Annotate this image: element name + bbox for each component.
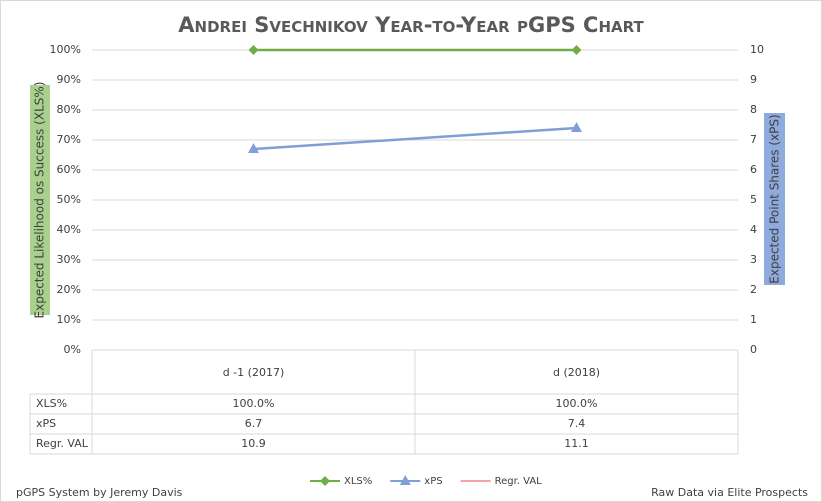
table-row-label: xPS: [36, 417, 56, 430]
y2-label-box: [764, 113, 785, 285]
plot-area: [248, 45, 582, 153]
y-tick-label: 30%: [57, 253, 81, 266]
legend-marker: [399, 475, 411, 485]
y2-axis-label: Expected Point Shares (xPS): [768, 114, 782, 283]
legend-marker: [320, 476, 330, 486]
table-cell: 10.9: [241, 437, 266, 450]
y2-tick-label: 10: [750, 43, 764, 56]
y-tick-label: 20%: [57, 283, 81, 296]
footer-right: Raw Data via Elite Prospects: [651, 486, 808, 499]
marker: [248, 143, 259, 153]
y2-tick-label: 4: [750, 223, 757, 236]
table-cell: 100.0%: [556, 397, 598, 410]
marker: [571, 45, 582, 55]
series-line: [253, 126, 577, 151]
table-row-label: XLS%: [36, 397, 67, 410]
y-tick-label: 70%: [57, 133, 81, 146]
table-cell: 11.1: [564, 437, 589, 450]
y2-tick-label: 8: [750, 103, 757, 116]
y-tick-label: 100%: [50, 43, 81, 56]
chart-title: Andrei Svechnikov Year-to-Year pGPS Char…: [178, 13, 644, 37]
y-tick-label: 50%: [57, 193, 81, 206]
y2-tick-label: 3: [750, 253, 757, 266]
y-axis-label: Expected Likelihood os Success (XLS%): [33, 82, 47, 319]
y2-tick-label: 6: [750, 163, 757, 176]
legend-label: XLS%: [344, 476, 372, 487]
x-tick-label: d (2018): [553, 366, 600, 379]
y-tick-label: 80%: [57, 103, 81, 116]
table-cell: 100.0%: [233, 397, 275, 410]
legend-label: xPS: [424, 476, 442, 487]
y2-tick-label: 5: [750, 193, 757, 206]
y2-tick-label: 0: [750, 343, 757, 356]
y2-tick-label: 9: [750, 73, 757, 86]
table-cell: 6.7: [245, 417, 263, 430]
y2-tick-label: 1: [750, 313, 757, 326]
table-cell: 7.4: [568, 417, 586, 430]
y-tick-label: 10%: [57, 313, 81, 326]
x-tick-label: d -1 (2017): [223, 366, 285, 379]
y2-tick-label: 2: [750, 283, 757, 296]
y-tick-label: 90%: [57, 73, 81, 86]
y2-tick-label: 7: [750, 133, 757, 146]
marker: [248, 45, 259, 55]
y-tick-label: 60%: [57, 163, 81, 176]
y-tick-label: 40%: [57, 223, 81, 236]
y-label-box: [30, 85, 50, 315]
y-tick-label: 0%: [64, 343, 81, 356]
marker: [571, 122, 582, 132]
table-row-label: Regr. VAL: [36, 437, 89, 450]
legend-label: Regr. VAL: [495, 476, 543, 487]
footer-left: pGPS System by Jeremy Davis: [16, 486, 183, 499]
